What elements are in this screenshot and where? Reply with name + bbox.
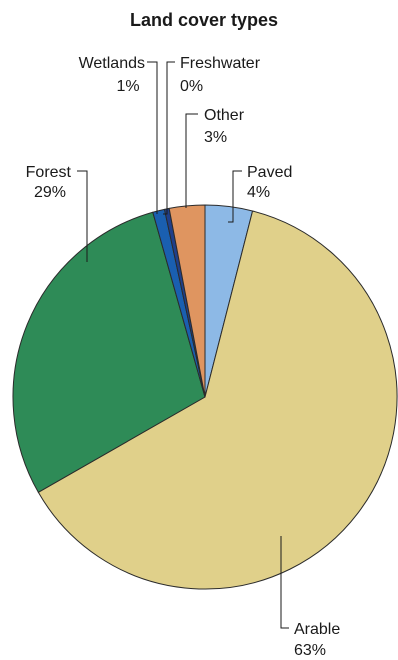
slice-label-paved: Paved bbox=[247, 164, 292, 181]
pie-slices bbox=[12, 204, 398, 590]
slice-percent-forest: 29% bbox=[34, 184, 66, 201]
slice-label-arable: Arable bbox=[294, 621, 340, 638]
leader-line-wetlands bbox=[147, 61, 158, 214]
chart-title: Land cover types bbox=[130, 10, 278, 30]
leader-line-other bbox=[185, 113, 198, 208]
slice-labels: Paved 4% Arable 63% Forest 29% Wetlands 1% Fresh… bbox=[26, 55, 341, 659]
slice-percent-freshwater: 0% bbox=[180, 78, 203, 95]
slice-label-other: Other bbox=[204, 107, 245, 124]
slice-label-forest: Forest bbox=[26, 164, 72, 181]
slice-label-wetlands: Wetlands bbox=[79, 55, 145, 72]
pie-slice-arable bbox=[37, 210, 398, 590]
leader-line-paved bbox=[228, 170, 242, 223]
leader-line-forest bbox=[77, 170, 88, 262]
leader-line-arable bbox=[280, 536, 289, 629]
leader-lines bbox=[77, 61, 289, 629]
pie-slice-other bbox=[168, 204, 206, 398]
slice-percent-arable: 63% bbox=[294, 642, 326, 659]
pie-slice-forest bbox=[12, 211, 206, 493]
slice-label-freshwater: Freshwater bbox=[180, 55, 261, 72]
leader-line-freshwater bbox=[163, 61, 175, 215]
slice-percent-paved: 4% bbox=[247, 184, 270, 201]
slice-percent-wetlands: 1% bbox=[116, 78, 139, 95]
slice-percent-other: 3% bbox=[204, 129, 227, 146]
